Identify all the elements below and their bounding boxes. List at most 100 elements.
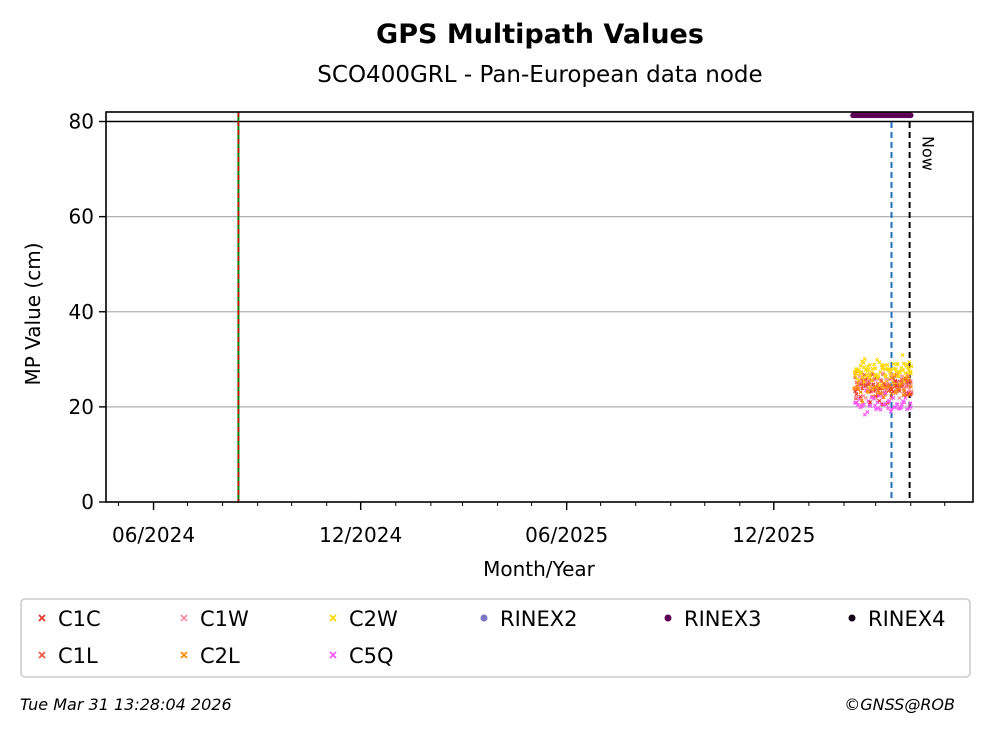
x-tick-label: 06/2024	[112, 523, 195, 547]
footer-timestamp: Tue Mar 31 13:28:04 2026	[20, 695, 232, 714]
data-point-c2w	[879, 362, 884, 367]
data-point-c2w	[900, 353, 905, 358]
data-point-c5q	[908, 401, 913, 406]
data-point-c2l	[881, 395, 886, 400]
data-point-c2w	[905, 365, 910, 370]
data-point-c2w	[909, 364, 914, 369]
data-point-c2w	[887, 369, 892, 374]
data-point-c2w	[897, 370, 902, 375]
data-point-c2w	[864, 372, 869, 377]
data-point-c2w	[882, 363, 887, 368]
y-tick-label: 40	[69, 300, 94, 324]
data-point-c1c	[854, 396, 859, 401]
legend-label: RINEX3	[684, 607, 762, 631]
legend-marker	[329, 614, 337, 622]
data-point-c5q	[861, 402, 866, 407]
data-point-c1c	[877, 398, 882, 403]
data-point-c5q	[908, 405, 913, 410]
data-point-c5q	[891, 395, 896, 400]
data-point-c1c	[891, 389, 896, 394]
data-point-c2w	[858, 363, 863, 368]
legend-label: RINEX2	[500, 607, 578, 631]
legend-label: C1W	[200, 607, 249, 631]
data-point-c1l	[863, 384, 868, 389]
data-point-c2l	[858, 390, 863, 395]
data-point-c2w	[861, 360, 866, 365]
data-point-c2w	[883, 374, 888, 379]
data-point-c5q	[854, 400, 859, 405]
data-point-c2w	[873, 366, 878, 371]
data-point-c2w	[908, 371, 913, 376]
legend: C1C C1W C2W RINEX2 RINEX3 RINEX4 C1L C2L C5Q	[20, 598, 971, 678]
data-point-c2w	[862, 365, 867, 370]
data-point-c1l	[908, 379, 913, 384]
data-point-c2w	[866, 367, 871, 372]
data-point-c2w	[895, 361, 900, 366]
legend-label: C1C	[58, 607, 101, 631]
legend-label: C2L	[200, 644, 240, 668]
data-point-c5q	[865, 409, 870, 415]
legend-frame	[20, 598, 971, 678]
legend-label: C2W	[349, 607, 398, 631]
legend-marker	[180, 614, 188, 622]
legend-items: C1C C1W C2W RINEX2 RINEX3 RINEX4 C1L C2L C5Q	[38, 607, 946, 668]
legend-marker	[38, 614, 46, 622]
grid-layer	[106, 120, 973, 408]
vline-layer: Now	[237, 112, 938, 502]
data-point-c5q	[889, 406, 894, 412]
rinex3-availability-point	[907, 112, 914, 119]
data-point-c2l	[855, 386, 860, 391]
legend-marker	[180, 651, 188, 659]
plot-frame	[105, 111, 974, 503]
data-point-c1c	[868, 400, 873, 405]
data-point-c5q	[878, 407, 883, 412]
data-point-c2l	[908, 384, 913, 389]
rinex-bar-layer	[850, 112, 914, 119]
data-point-c1w	[909, 389, 914, 394]
data-point-c1w	[857, 374, 862, 379]
data-point-c2w	[891, 361, 896, 366]
legend-label: C1L	[58, 644, 98, 668]
data-point-c1w	[853, 395, 858, 400]
data-point-c2w	[876, 373, 881, 378]
data-point-c5q	[893, 405, 898, 410]
y-axis-label: MP Value (cm)	[21, 242, 45, 385]
data-point-c2l	[878, 390, 883, 395]
data-point-c2w	[907, 359, 912, 365]
y-tick-label: 20	[69, 395, 94, 419]
x-axis-label: Month/Year	[483, 557, 596, 581]
x-tick-label: 12/2025	[732, 523, 815, 547]
legend-marker	[329, 651, 337, 659]
legend-marker	[664, 614, 672, 622]
data-point-c5q	[868, 404, 873, 409]
x-tick-label: 12/2024	[319, 523, 402, 547]
data-point-c1w	[874, 396, 879, 401]
data-point-c2w	[885, 362, 890, 367]
data-point-c2w	[872, 362, 877, 367]
data-point-c5q	[857, 397, 862, 402]
data-point-c2w	[878, 370, 883, 375]
data-point-c5q	[873, 407, 879, 412]
data-point-c5q	[902, 400, 907, 405]
data-point-c5q	[885, 406, 890, 411]
data-point-c1w	[899, 374, 904, 379]
data-point-c2w	[859, 371, 864, 376]
chart-subtitle: SCO400GRL - Pan-European data node	[317, 62, 762, 88]
data-point-c5q	[903, 395, 908, 401]
data-point-c1w	[907, 387, 912, 392]
data-point-c2l	[905, 374, 910, 379]
data-point-c2w	[888, 367, 894, 372]
point-layer	[852, 353, 914, 417]
data-point-c1c	[853, 389, 858, 394]
data-point-c2w	[880, 366, 885, 371]
data-point-c2w	[862, 356, 867, 362]
legend-label: C5Q	[349, 644, 394, 668]
data-point-c2w	[867, 362, 872, 367]
y-tick-label: 0	[81, 490, 94, 514]
y-tick-label: 60	[69, 205, 94, 229]
now-label: Now	[919, 136, 938, 171]
x-tick-label: 06/2025	[525, 523, 608, 547]
data-point-c1w	[863, 395, 868, 400]
data-point-c1c	[858, 394, 863, 399]
